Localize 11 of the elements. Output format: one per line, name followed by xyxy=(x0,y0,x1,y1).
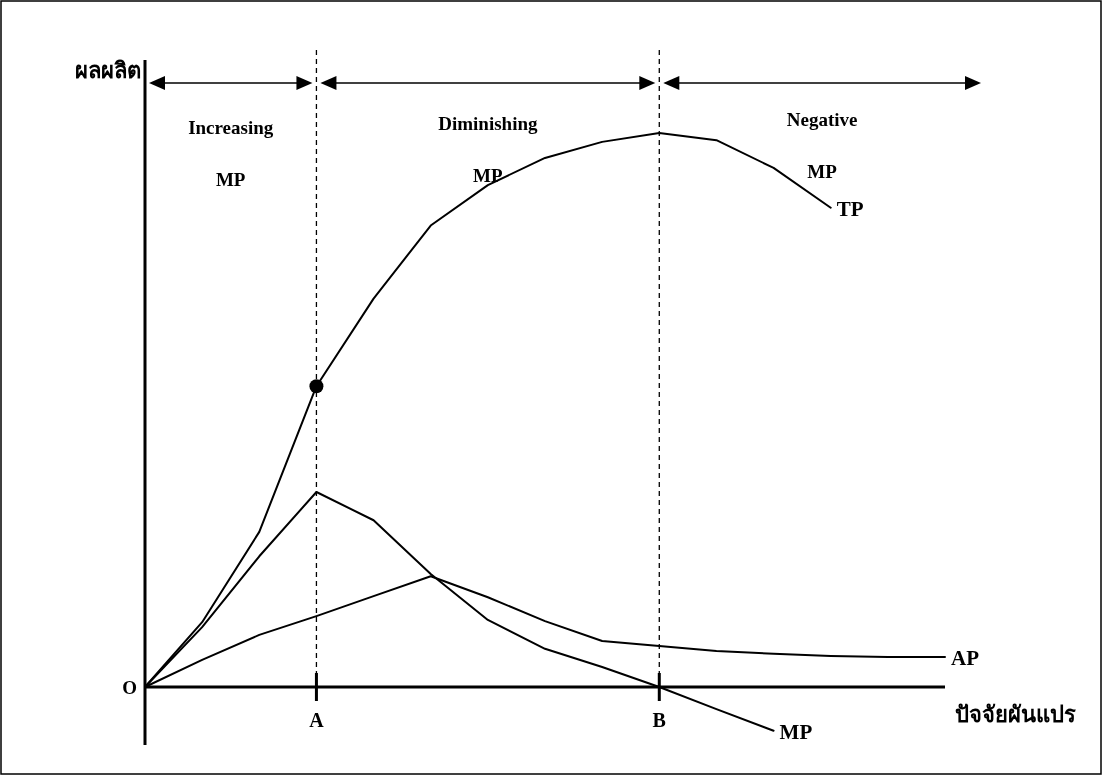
series-label: AP xyxy=(951,646,980,671)
text: O xyxy=(122,677,137,698)
series-label: MP xyxy=(779,719,813,744)
x-tick-label: A xyxy=(309,709,325,731)
text: Negative MP xyxy=(786,109,858,182)
text: Increasing MP xyxy=(188,117,274,190)
x-tick-label: B xyxy=(652,709,666,731)
x-axis-title: ปัจจัยผันแปร xyxy=(955,702,1076,727)
text: Diminishing MP xyxy=(438,113,538,186)
y-axis-title: ผลผลิต xyxy=(75,58,141,83)
series-label: TP xyxy=(836,196,864,221)
